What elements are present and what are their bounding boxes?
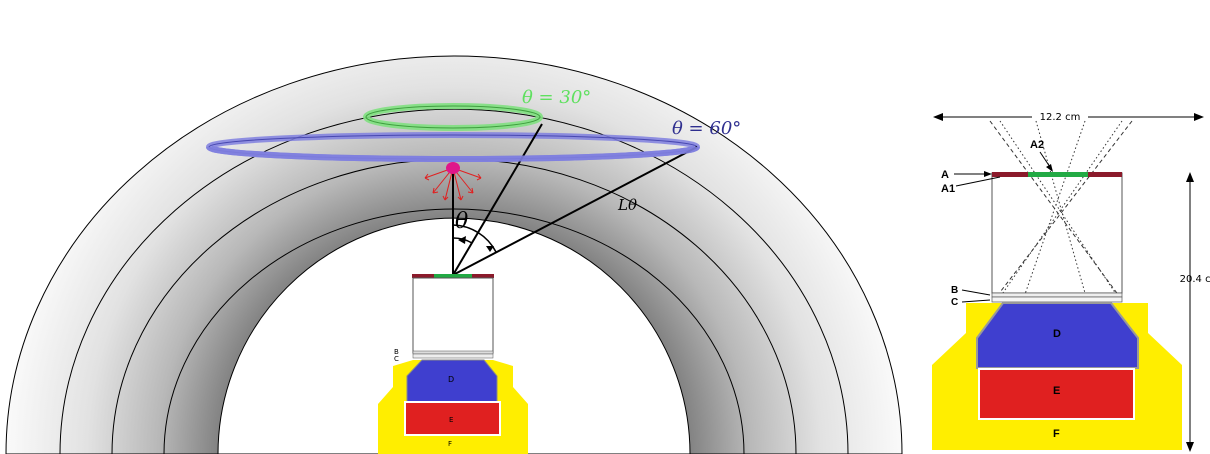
pointer-c	[961, 299, 991, 303]
label-f: F	[1053, 428, 1060, 440]
label-b: B	[951, 285, 958, 296]
label-path-length: Lθ	[617, 196, 637, 214]
plate-b	[991, 292, 1123, 298]
region-e	[978, 368, 1135, 420]
small-plate-a-right	[472, 274, 494, 278]
arrow-down-icon	[1186, 442, 1194, 452]
plate-a-center	[1028, 172, 1088, 177]
arrow-left-icon	[933, 113, 943, 121]
pointer-a-arrow-icon	[984, 171, 992, 177]
right-panel: 12.2 cm 20.4 cm	[932, 109, 1210, 452]
plate-c	[991, 296, 1123, 303]
small-telescope: B C D E F	[378, 274, 528, 454]
arrow-right-icon	[1194, 113, 1204, 121]
angle-arrow-icon	[486, 246, 494, 252]
pointer-a2-arrow-icon	[1046, 164, 1053, 172]
small-plate-c	[412, 353, 494, 359]
arrow-up-icon	[1186, 172, 1194, 182]
ring-theta-30-inner	[365, 105, 541, 129]
label-a2: A2	[1030, 139, 1044, 151]
small-label-b: B	[394, 348, 399, 356]
acceptance-rays	[989, 120, 1133, 301]
height-dimension-label: 20.4 cm	[1180, 274, 1210, 285]
pointer-a1	[955, 176, 1001, 187]
small-plate-b	[412, 350, 494, 355]
shell-layer-line	[59, 108, 849, 454]
pointer-b	[961, 289, 991, 296]
width-dimension-label: 12.2 cm	[1040, 112, 1081, 123]
muon-source-icon	[446, 162, 460, 174]
label-theta: θ	[455, 209, 468, 234]
ray-theta-30	[452, 123, 543, 276]
small-label-e: E	[449, 416, 453, 424]
label-a: A	[941, 169, 949, 181]
angle-arrow-icon	[458, 236, 466, 244]
telescope-body	[991, 172, 1123, 294]
label-theta-30: θ = 30°	[522, 87, 591, 108]
ray-theta-60	[452, 146, 698, 276]
plate-a-left	[992, 172, 1028, 177]
region-d	[976, 302, 1139, 369]
small-label-f: F	[448, 440, 452, 448]
label-e: E	[1053, 385, 1060, 397]
label-d: D	[1053, 328, 1061, 340]
small-region-e	[404, 401, 501, 436]
small-plate-a-left	[412, 274, 434, 278]
angle-arc-60	[452, 224, 497, 253]
small-plate-a-center	[434, 274, 472, 278]
width-label-bg	[1032, 109, 1088, 123]
small-telescope-body	[412, 277, 494, 354]
small-label-d: D	[448, 375, 454, 384]
ring-theta-60-front	[206, 145, 700, 162]
label-theta-60: θ = 60°	[672, 118, 741, 139]
label-a1: A1	[941, 183, 955, 195]
label-c: C	[951, 297, 958, 308]
atmosphere-shell	[5, 55, 903, 454]
plate-a-right	[1088, 172, 1122, 177]
left-panel: θ = 30° θ = 60° θ Lθ B C D E F	[5, 55, 903, 454]
small-label-c: C	[394, 355, 399, 363]
shower-fan-icon	[424, 167, 482, 201]
